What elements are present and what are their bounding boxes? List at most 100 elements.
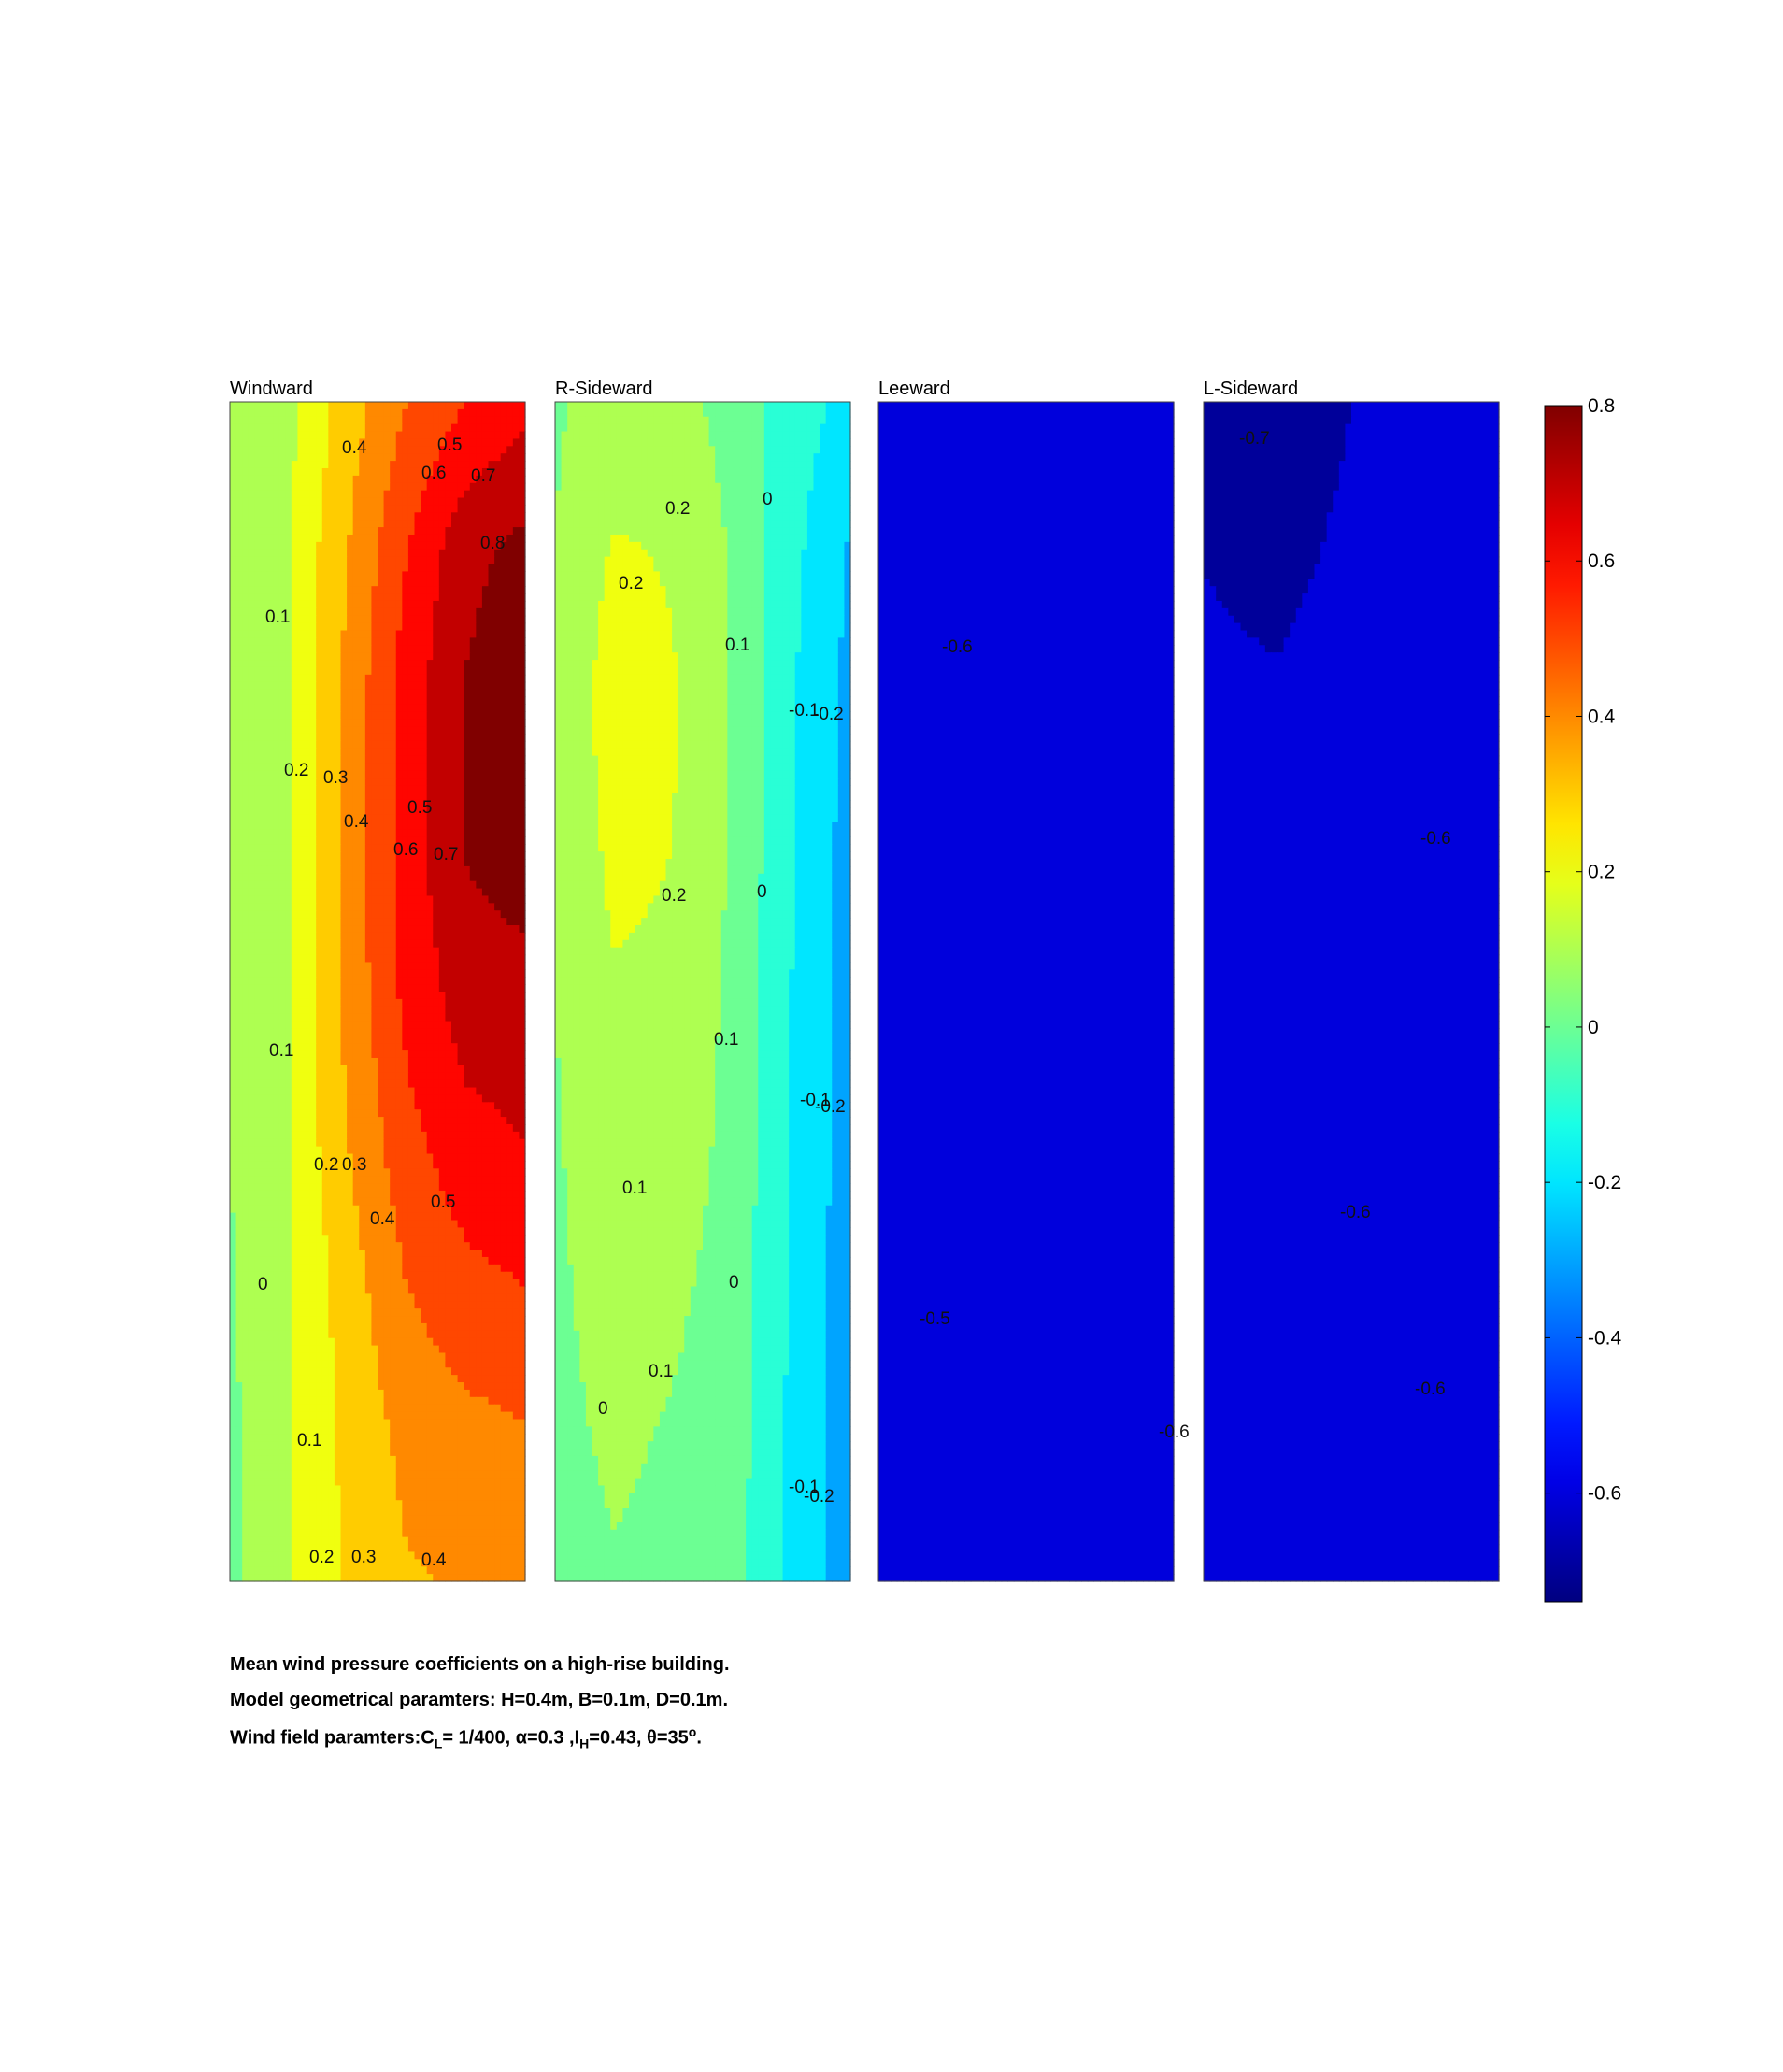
contour-cell	[352, 520, 360, 528]
contour-cell	[390, 579, 397, 587]
contour-cell	[347, 1036, 354, 1044]
contour-cell	[426, 984, 434, 993]
contour-cell	[309, 652, 317, 661]
contour-cell	[469, 475, 477, 484]
contour-cell	[500, 461, 507, 469]
contour-cell	[457, 932, 464, 941]
contour-cell	[328, 984, 335, 993]
contour-cell	[328, 453, 335, 462]
contour-cell	[414, 880, 421, 890]
contour-cell	[230, 814, 237, 823]
contour-cell	[347, 1050, 354, 1059]
contour-cell	[309, 910, 317, 919]
contour-cell	[383, 505, 391, 513]
contour-cell	[494, 814, 502, 823]
contour-cell	[438, 1087, 447, 1096]
contour-cell	[266, 446, 274, 454]
contour-cell	[445, 859, 452, 867]
contour-cell	[297, 793, 305, 801]
contour-cell	[364, 696, 373, 705]
contour-cell	[426, 910, 434, 919]
contour-cell	[254, 807, 262, 816]
contour-cell	[512, 652, 521, 661]
contour-cell	[488, 446, 495, 454]
contour-cell	[519, 969, 526, 978]
contour-cell	[371, 925, 378, 934]
contour-cell	[260, 438, 268, 447]
contour-cell	[488, 1138, 495, 1148]
contour-cell	[464, 844, 471, 852]
contour-cell	[364, 984, 373, 993]
contour-cell	[512, 423, 521, 433]
contour-cell	[340, 1131, 348, 1140]
contour-cell	[457, 977, 464, 985]
contour-cell	[500, 984, 507, 993]
contour-cell	[242, 1153, 250, 1163]
contour-cell	[481, 541, 490, 550]
contour-cell	[248, 1050, 255, 1059]
contour-cell	[266, 408, 274, 418]
contour-cell	[476, 1006, 483, 1015]
contour-cell	[273, 490, 280, 499]
contour-cell	[235, 630, 243, 638]
contour-cell	[457, 793, 464, 801]
contour-cell	[285, 1123, 292, 1133]
contour-cell	[266, 1028, 274, 1036]
contour-cell	[340, 571, 348, 579]
contour-cell	[266, 962, 274, 970]
contour-cell	[254, 453, 262, 462]
contour-cell	[457, 1050, 464, 1059]
contour-cell	[359, 1146, 366, 1155]
contour-cell	[457, 482, 464, 492]
contour-cell	[378, 711, 385, 720]
contour-cell	[457, 947, 464, 956]
contour-cell	[500, 666, 507, 676]
contour-cell	[464, 593, 471, 602]
contour-cell	[506, 490, 514, 499]
contour-cell	[321, 660, 329, 668]
contour-cell	[500, 1043, 507, 1051]
contour-cell	[457, 918, 464, 926]
contour-cell	[414, 719, 421, 727]
contour-cell	[273, 977, 280, 985]
contour-cell	[260, 814, 268, 823]
contour-cell	[328, 505, 335, 513]
contour-cell	[285, 645, 292, 653]
contour-cell	[242, 748, 250, 757]
contour-cell	[476, 704, 483, 712]
contour-cell	[402, 586, 409, 594]
contour-cell	[407, 416, 416, 425]
contour-cell	[469, 785, 477, 793]
contour-cell	[378, 593, 385, 602]
contour-cell	[378, 785, 385, 793]
contour-cell	[316, 579, 323, 587]
contour-cell	[328, 726, 335, 735]
contour-cell	[242, 1079, 250, 1089]
contour-cell	[433, 998, 440, 1007]
contour-cell	[371, 689, 378, 698]
contour-cell	[383, 1153, 391, 1163]
contour-cell	[457, 423, 464, 433]
contour-cell	[438, 1094, 447, 1103]
contour-cell	[438, 1161, 447, 1169]
contour-cell	[328, 600, 335, 609]
contour-cell	[457, 1021, 464, 1030]
contour-cell	[321, 681, 329, 691]
contour-cell	[395, 1006, 403, 1015]
contour-cell	[494, 645, 502, 653]
contour-cell	[347, 807, 354, 816]
contour-cell	[242, 733, 250, 742]
contour-cell	[309, 969, 317, 978]
contour-cell	[291, 505, 299, 513]
contour-cell	[469, 851, 477, 860]
contour-cell	[451, 482, 459, 492]
contour-cell	[260, 903, 268, 911]
contour-cell	[395, 637, 403, 646]
contour-cell	[512, 630, 521, 638]
contour-cell	[402, 564, 409, 573]
contour-cell	[500, 607, 507, 617]
contour-cell	[402, 740, 409, 750]
contour-cell	[488, 490, 495, 499]
contour-cell	[469, 1109, 477, 1118]
contour-cell	[506, 969, 514, 978]
